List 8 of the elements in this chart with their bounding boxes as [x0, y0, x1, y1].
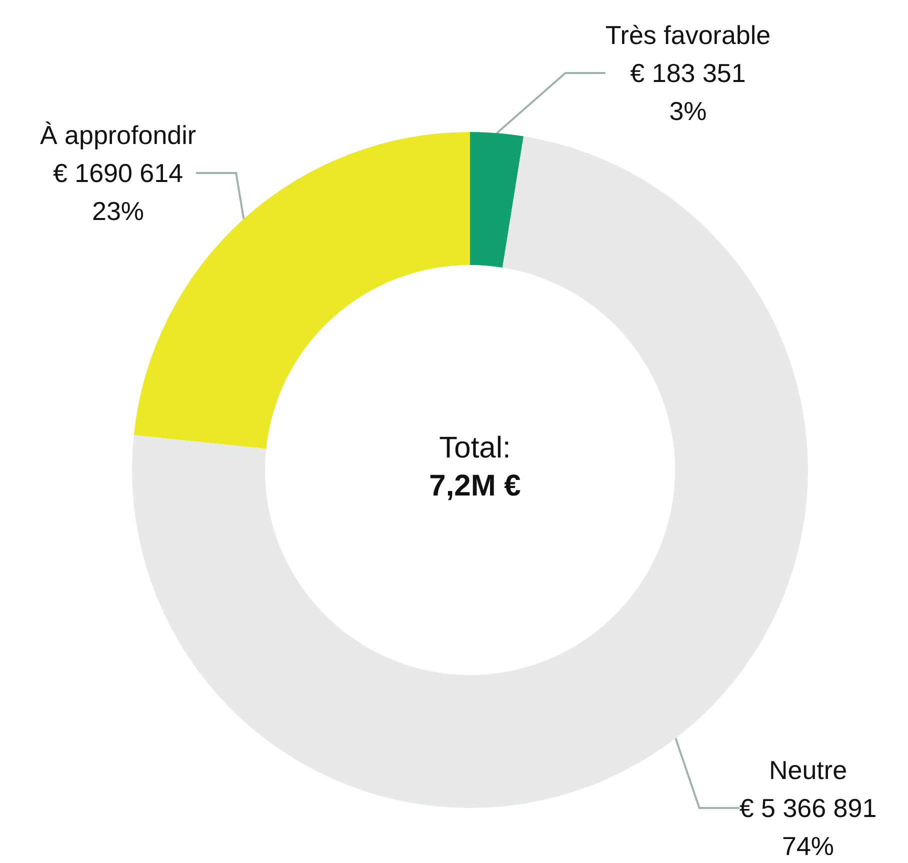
slice-label: Neutre [768, 755, 848, 785]
slice-label: Très favorable [605, 20, 771, 50]
data-label: € 5 366 891 74% [739, 793, 877, 861]
text: 7,2M € [429, 470, 522, 502]
data-label: € 183 351 3% [630, 58, 746, 126]
text: Total: [439, 432, 511, 464]
data-label: € 1690 614 23% [52, 158, 184, 226]
slice-label: À approfondir [40, 120, 196, 150]
